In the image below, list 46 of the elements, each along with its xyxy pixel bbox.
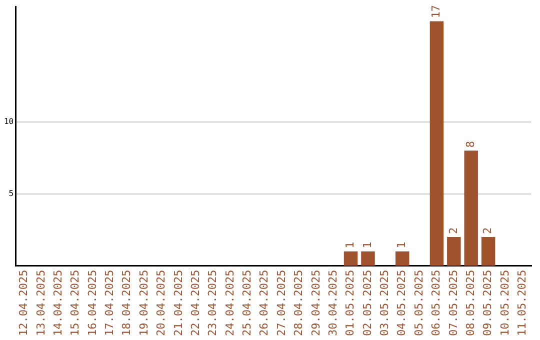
x-tick-label: 20.04.2025 [154, 270, 168, 336]
x-tick-label: 13.04.2025 [34, 270, 48, 336]
x-tick-label: 17.04.2025 [103, 270, 116, 336]
x-tick-label: 08.05.2025 [464, 270, 477, 336]
x-tick-label: 22.04.2025 [188, 270, 202, 336]
x-tick-label: 25.04.2025 [240, 270, 254, 336]
x-tick-label: 28.04.2025 [292, 270, 306, 336]
x-tick-label: 27.04.2025 [274, 270, 288, 336]
data-label: 17 [430, 4, 443, 18]
x-tick-label: 15.04.2025 [68, 270, 82, 336]
x-tick-label: 18.04.2025 [120, 270, 134, 336]
data-label: 1 [395, 242, 408, 248]
x-tick-label: 03.05.2025 [378, 270, 392, 336]
x-tick-label: 30.04.2025 [326, 270, 340, 336]
x-tick-label: 23.04.2025 [206, 270, 220, 336]
bar [361, 251, 375, 266]
x-tick-label: 07.05.2025 [446, 270, 460, 336]
x-tick-label: 19.04.2025 [137, 270, 150, 336]
x-tick-label: 16.04.2025 [86, 270, 99, 336]
x-tick-label: 10.05.2025 [498, 270, 512, 336]
bar [344, 251, 358, 266]
data-label: 8 [464, 141, 477, 148]
x-tick-label: 26.04.2025 [258, 270, 271, 336]
bar [447, 237, 461, 266]
x-tick-label: 05.05.2025 [412, 270, 426, 336]
y-tick-label: 10 [4, 116, 14, 126]
data-label: 1 [344, 242, 357, 248]
x-tick-label: 29.04.2025 [309, 270, 322, 336]
x-tick-label: 04.05.2025 [395, 270, 408, 336]
data-label: 2 [446, 227, 460, 234]
data-label: 1 [360, 242, 374, 248]
bar [430, 21, 444, 266]
x-tick-label: 09.05.2025 [481, 270, 494, 336]
bar [395, 251, 410, 266]
x-tick-label: 12.04.2025 [17, 270, 30, 336]
data-label: 2 [481, 227, 494, 234]
x-tick-label: 21.04.2025 [172, 270, 185, 336]
bar [464, 150, 478, 266]
y-tick-label: 5 [8, 188, 14, 198]
x-tick-label: 11.05.2025 [516, 270, 529, 336]
x-tick-label: 06.05.2025 [430, 270, 443, 336]
bar [481, 237, 496, 266]
x-tick-label: 01.05.2025 [344, 270, 357, 336]
x-tick-label: 14.04.2025 [51, 270, 64, 336]
x-tick-label: 24.04.2025 [223, 270, 236, 336]
x-tick-label: 02.05.2025 [360, 270, 374, 336]
